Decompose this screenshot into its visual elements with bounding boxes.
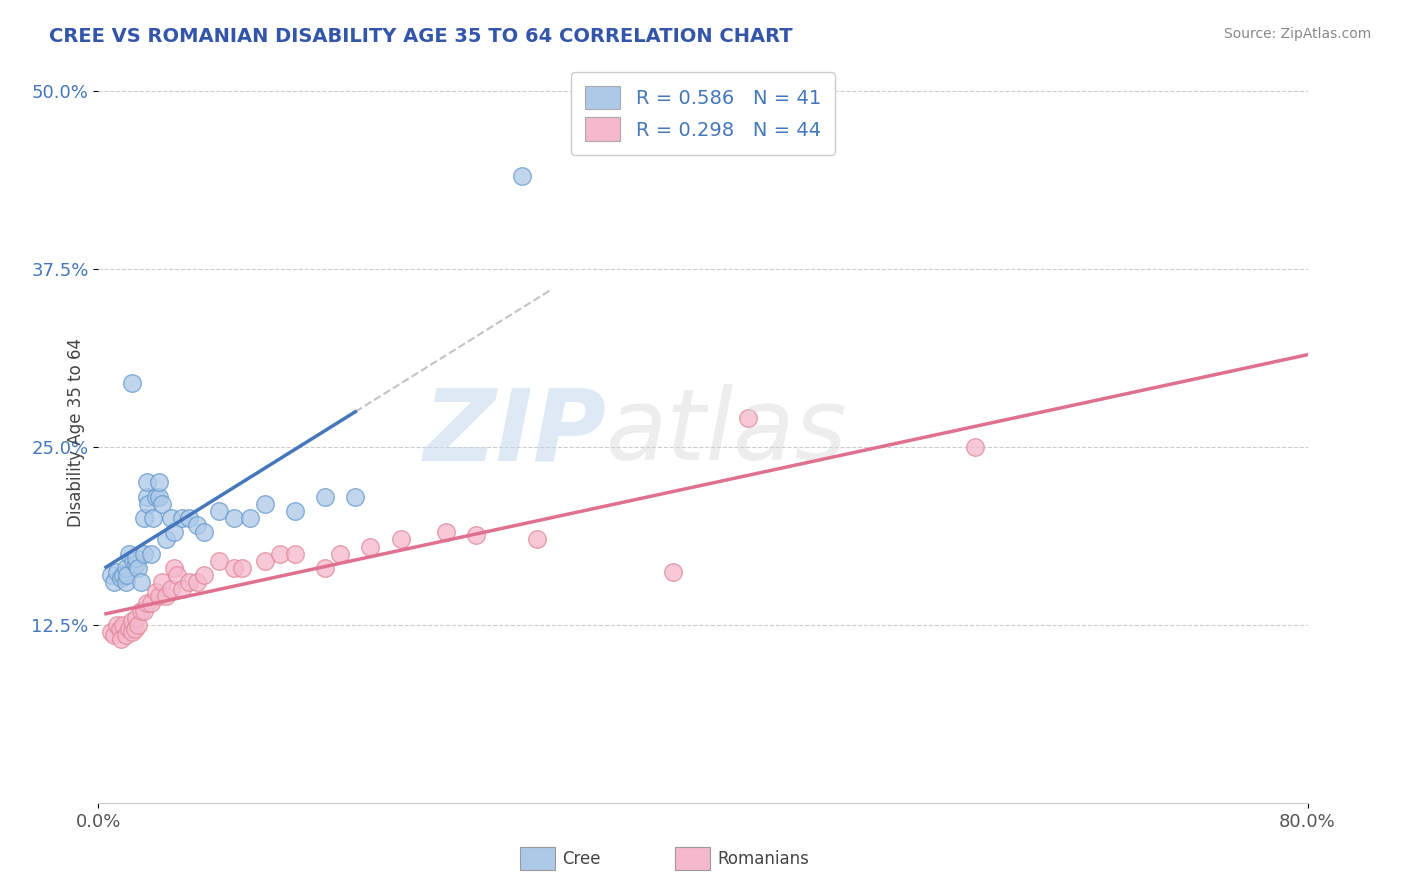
Point: [150, 497, 173, 511]
Point: [127, 561, 149, 575]
Point: [314, 561, 336, 575]
Point: [121, 624, 143, 639]
Point: [114, 575, 136, 590]
Point: [160, 582, 183, 597]
Point: [145, 490, 167, 504]
Point: [269, 547, 291, 561]
Point: [115, 568, 138, 582]
Point: [103, 575, 125, 590]
Point: [389, 533, 412, 547]
Point: [208, 504, 231, 518]
Point: [186, 575, 208, 590]
Point: [155, 533, 177, 547]
Text: atlas: atlas: [606, 384, 848, 481]
Point: [111, 617, 134, 632]
Point: [103, 628, 125, 642]
Point: [434, 525, 457, 540]
Point: [239, 511, 262, 525]
Point: [111, 568, 134, 582]
Point: [284, 547, 307, 561]
Text: Cree: Cree: [562, 850, 600, 868]
Point: [114, 561, 136, 575]
Legend: R = 0.586   N = 41, R = 0.298   N = 44: R = 0.586 N = 41, R = 0.298 N = 44: [571, 72, 835, 154]
Point: [114, 628, 136, 642]
Point: [127, 617, 149, 632]
Point: [170, 511, 193, 525]
Point: [135, 490, 157, 504]
Point: [132, 547, 155, 561]
Point: [155, 590, 177, 604]
Point: [108, 622, 131, 636]
Point: [105, 617, 128, 632]
Point: [148, 475, 170, 490]
Point: [100, 624, 122, 639]
Point: [510, 169, 533, 184]
Point: [142, 511, 165, 525]
Point: [135, 597, 157, 611]
Point: [737, 411, 759, 425]
Point: [965, 440, 987, 454]
Point: [100, 568, 122, 582]
Point: [193, 525, 215, 540]
Point: [141, 547, 163, 561]
Point: [135, 475, 157, 490]
Point: [170, 582, 193, 597]
Point: [129, 575, 152, 590]
Text: Source: ZipAtlas.com: Source: ZipAtlas.com: [1223, 27, 1371, 41]
Point: [122, 554, 145, 568]
Point: [163, 561, 186, 575]
Point: [118, 547, 141, 561]
Point: [284, 504, 307, 518]
Point: [150, 575, 173, 590]
Point: [166, 568, 188, 582]
Point: [132, 604, 155, 618]
Point: [105, 565, 128, 579]
Point: [148, 490, 170, 504]
Point: [344, 490, 367, 504]
Point: [121, 376, 143, 390]
Point: [231, 561, 253, 575]
Point: [141, 597, 163, 611]
Point: [118, 622, 141, 636]
Point: [132, 511, 155, 525]
Point: [124, 622, 146, 636]
Point: [193, 568, 215, 582]
Point: [129, 604, 152, 618]
Point: [186, 518, 208, 533]
Y-axis label: Disability Age 35 to 64: Disability Age 35 to 64: [66, 338, 84, 527]
Point: [360, 540, 382, 554]
Point: [526, 533, 548, 547]
Point: [661, 565, 683, 579]
Point: [121, 614, 143, 628]
Point: [148, 590, 170, 604]
Text: Romanians: Romanians: [717, 850, 808, 868]
Point: [253, 497, 276, 511]
Point: [224, 511, 246, 525]
Point: [110, 632, 132, 646]
Point: [136, 497, 159, 511]
Point: [329, 547, 352, 561]
Point: [163, 525, 186, 540]
Point: [125, 557, 148, 571]
Point: [125, 610, 148, 624]
Point: [224, 561, 246, 575]
Point: [125, 550, 148, 565]
Point: [145, 585, 167, 599]
Point: [110, 571, 132, 585]
Point: [253, 554, 276, 568]
Point: [465, 528, 488, 542]
Text: ZIP: ZIP: [423, 384, 606, 481]
Text: CREE VS ROMANIAN DISABILITY AGE 35 TO 64 CORRELATION CHART: CREE VS ROMANIAN DISABILITY AGE 35 TO 64…: [49, 27, 793, 45]
Point: [179, 511, 201, 525]
Point: [314, 490, 336, 504]
Point: [179, 575, 201, 590]
Point: [160, 511, 183, 525]
Point: [208, 554, 231, 568]
